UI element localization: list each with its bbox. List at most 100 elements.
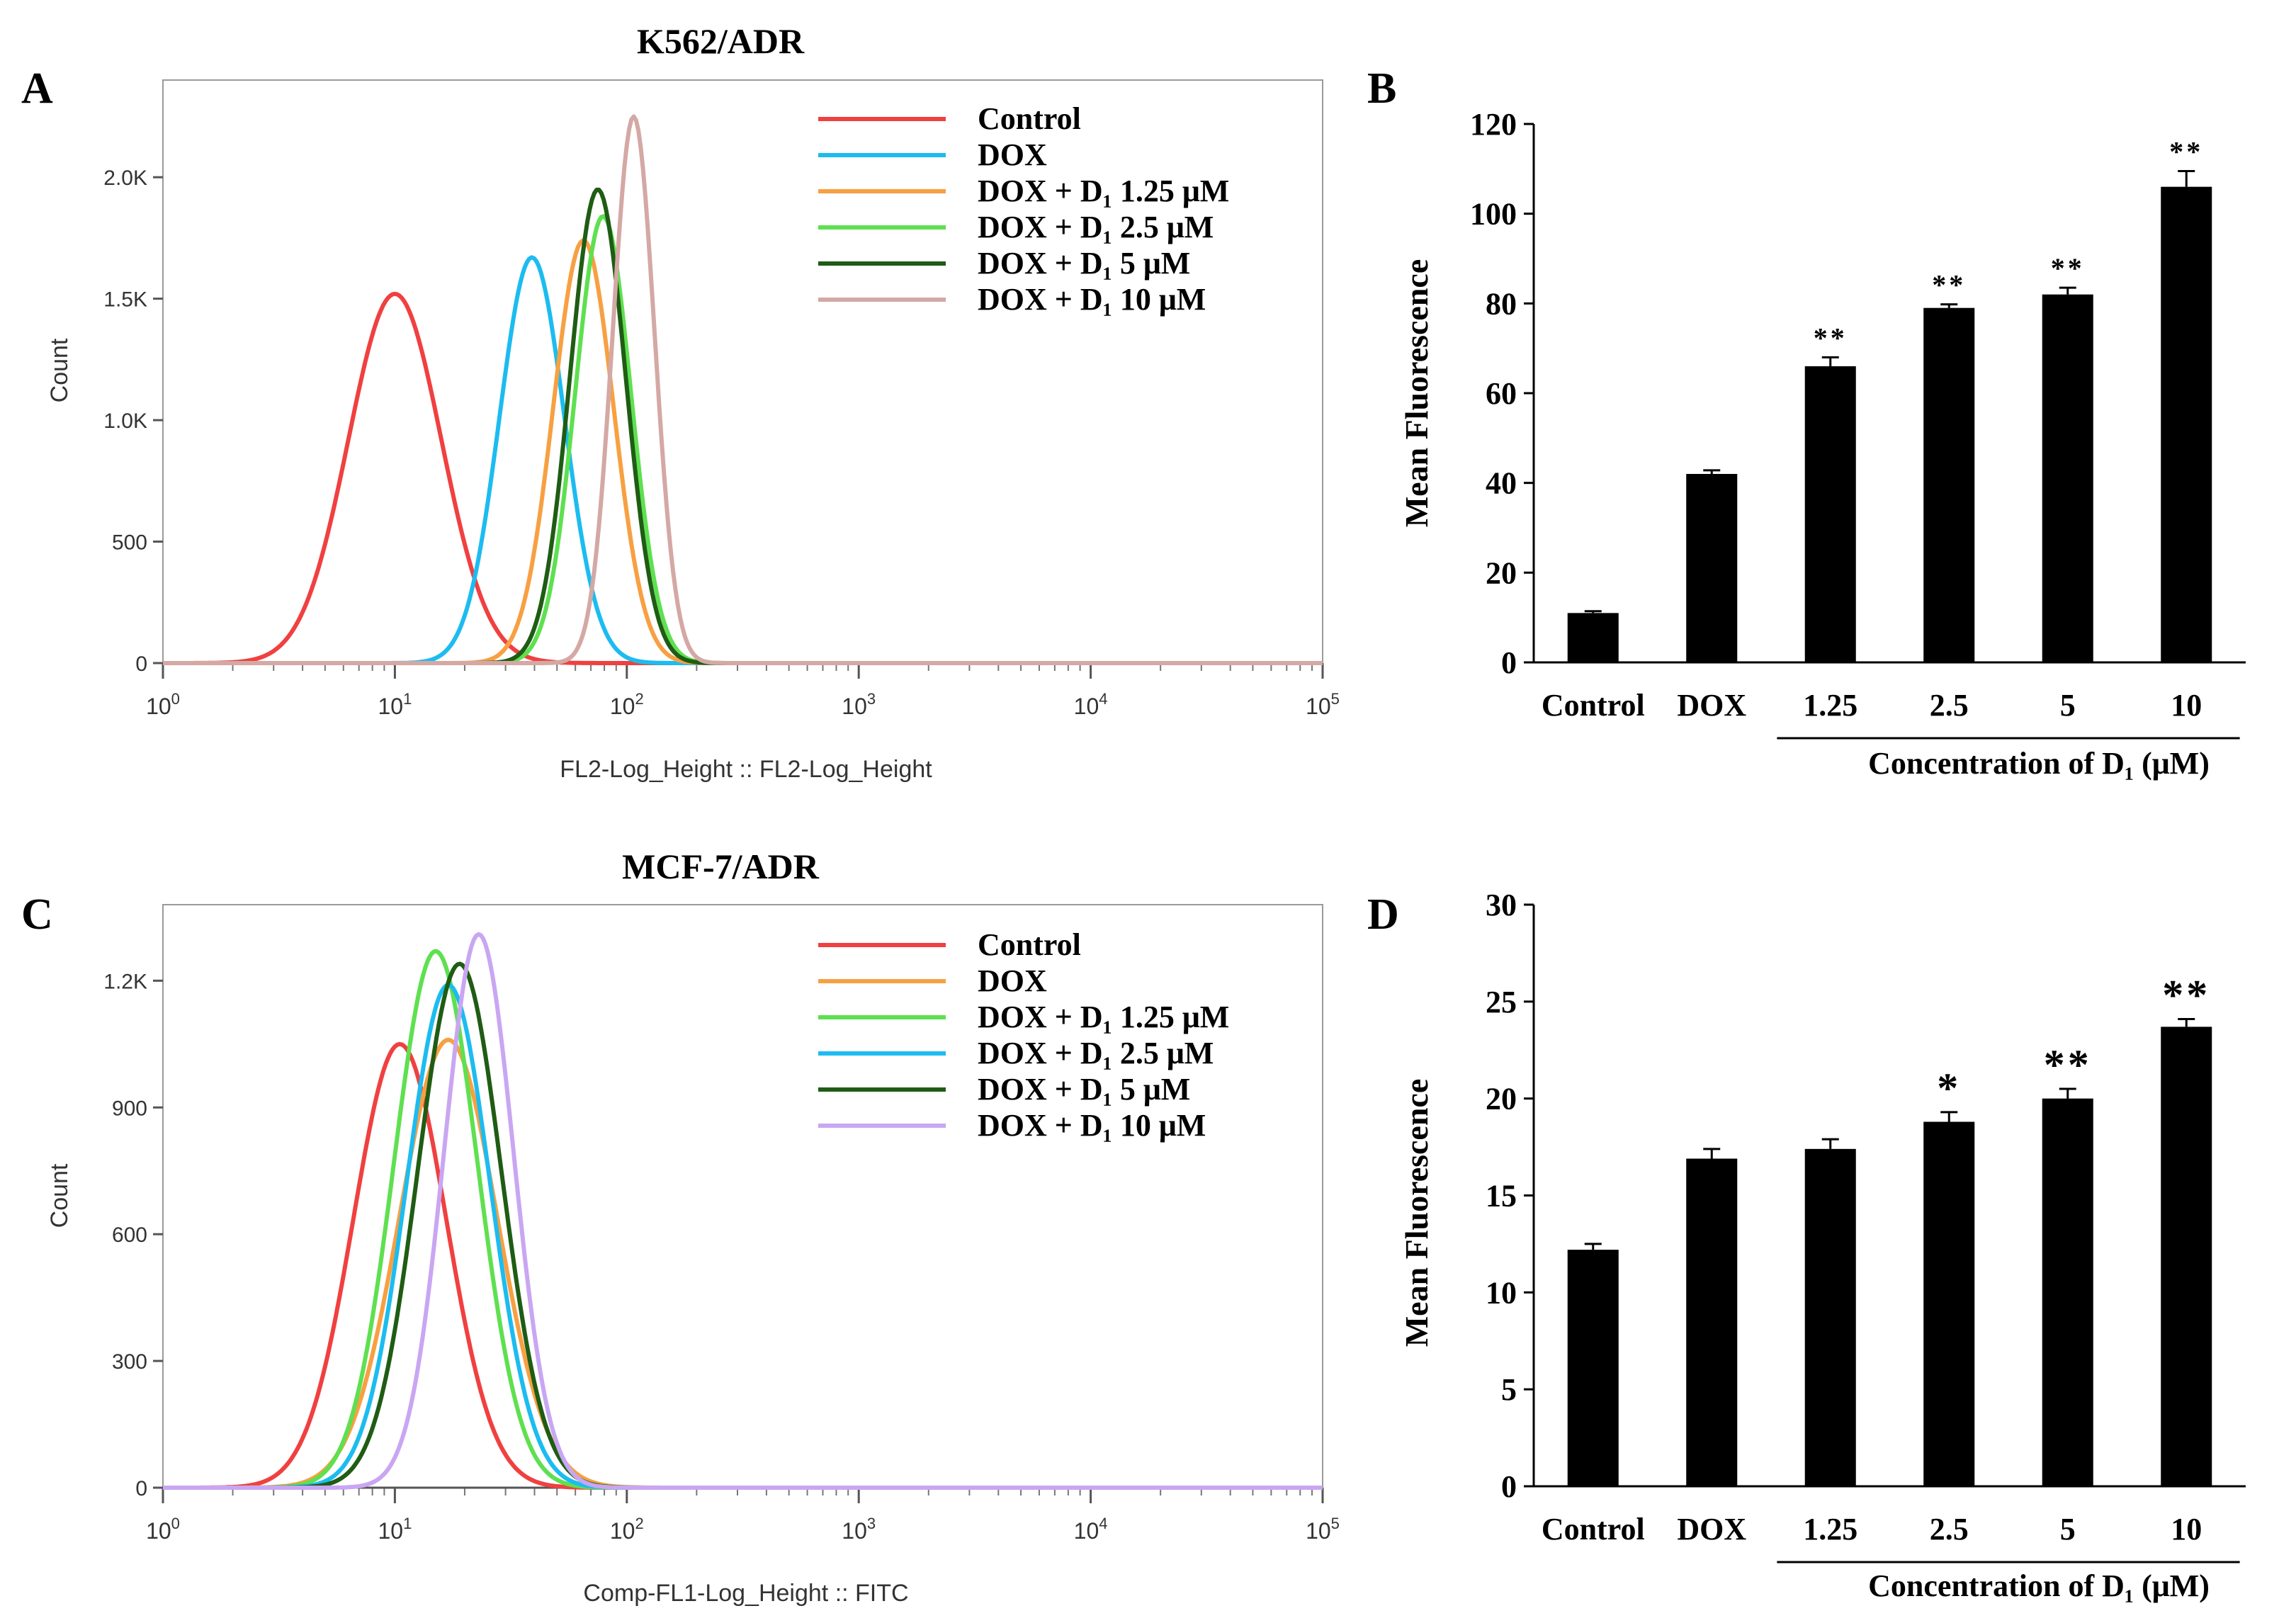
legend-label: Control	[978, 101, 1081, 136]
bars: * ****	[1567, 971, 2212, 1486]
significance-marker: **	[2162, 971, 2210, 1018]
x-tick-label: 105	[1306, 1515, 1340, 1544]
bars: ** ** ** **	[1567, 136, 2212, 663]
y-tick-label: 0	[1501, 645, 1517, 680]
x-tick-label: 104	[1074, 690, 1108, 719]
y-tick-label: 10	[1486, 1275, 1517, 1310]
legend-label: DOX + D₁ 1.25 μM	[978, 174, 1229, 208]
y-tick-label: 300	[112, 1350, 147, 1374]
significance-marker: *	[1937, 1065, 1961, 1112]
bar	[1686, 474, 1738, 662]
bar	[1804, 1148, 1856, 1486]
chart-title: MCF-7/ADR	[622, 847, 820, 886]
x-tick-label: 1.25	[1803, 1512, 1857, 1546]
y-tick-label: 15	[1486, 1179, 1517, 1214]
x-tick-label: 10	[2171, 1512, 2202, 1546]
x-axis: Control DOX 1.25 2.5 5 10	[1534, 1485, 2246, 1563]
y-tick-label: 20	[1486, 555, 1517, 590]
bar	[2161, 186, 2212, 663]
bar	[2042, 1098, 2093, 1486]
legend-label: DOX	[978, 137, 1047, 172]
y-tick-label: 0	[1501, 1469, 1517, 1504]
y-tick-label: 1.5K	[103, 288, 147, 312]
series-curves	[163, 932, 1323, 1490]
legend-label: DOX + D₁ 10 μM	[978, 1108, 1206, 1143]
significance-marker: **	[1932, 269, 1966, 301]
x-tick-label: 10	[2171, 688, 2202, 723]
x-axis-label: FL2-Log_Height :: FL2-Log_Height	[560, 756, 932, 783]
y-tick-label: 100	[1470, 197, 1517, 232]
legend-label: DOX + D₁ 1.25 μM	[978, 1000, 1229, 1034]
y-axis: 0 5 10 15 20 25 30	[1486, 888, 1535, 1504]
bar	[1804, 366, 1856, 662]
y-axis-label: Mean Fluorescence	[1398, 1079, 1435, 1347]
series-curve	[163, 291, 1323, 665]
panel-letter: B	[1367, 64, 1396, 113]
significance-marker: **	[1814, 322, 1848, 354]
x-tick-label: 105	[1306, 690, 1340, 719]
x-tick-label: DOX	[1677, 688, 1746, 723]
legend-label: Control	[978, 927, 1081, 962]
legend-label: DOX	[978, 963, 1047, 998]
x-tick-label: 100	[146, 1515, 180, 1544]
y-tick-label: 60	[1486, 376, 1517, 411]
y-tick-label: 1.0K	[103, 409, 147, 433]
bar	[1923, 1121, 1975, 1486]
y-tick-label: 120	[1470, 107, 1517, 142]
y-tick-label: 2.0K	[103, 166, 147, 190]
y-tick-label: 20	[1486, 1082, 1517, 1116]
y-tick-label: 600	[112, 1223, 147, 1247]
x-tick-label: 101	[378, 690, 412, 719]
y-tick-label: 25	[1486, 985, 1517, 1019]
significance-marker: **	[2044, 1041, 2092, 1088]
legend-label: DOX + D₁ 5 μM	[978, 1072, 1190, 1107]
legend-label: DOX + D₁ 2.5 μM	[978, 210, 1214, 244]
significance-marker: **	[2169, 136, 2203, 168]
panel-letter: A	[21, 64, 53, 113]
series-curve	[163, 1037, 1323, 1490]
y-tick-label: 30	[1486, 888, 1517, 922]
series-curve	[163, 114, 1323, 665]
bar	[1567, 1250, 1619, 1486]
x-tick-label: 5	[2060, 1512, 2076, 1546]
x-tick-label: 2.5	[1930, 688, 1969, 723]
y-tick-label: 900	[112, 1097, 147, 1120]
x-tick-label: 103	[842, 1515, 876, 1544]
plot-frame	[162, 904, 1323, 1488]
panel-a: A K562/ADR 0 500 1.0K 1.5K 2.0K 100 101 102 103…	[21, 21, 1340, 783]
x-tick-label: 1.25	[1803, 688, 1857, 723]
x-tick-label: 5	[2060, 688, 2076, 723]
x-tick-label: 102	[610, 1515, 644, 1544]
x-tick-label: 100	[146, 690, 180, 719]
bar	[1686, 1158, 1738, 1486]
series-curve	[163, 255, 1323, 665]
y-tick-label: 0	[135, 652, 147, 676]
x-tick-label: 102	[610, 690, 644, 719]
significance-marker: **	[2051, 252, 2085, 284]
x-axis: Control DOX 1.25 2.5 5 10	[1534, 661, 2246, 740]
y-tick-label: 5	[1501, 1372, 1517, 1407]
bar	[1923, 307, 1975, 662]
y-tick-label: 500	[112, 531, 147, 555]
legend-label: DOX + D₁ 5 μM	[978, 246, 1190, 281]
y-axis: 0 20 40 60 80 100 120	[1470, 107, 1535, 680]
y-tick-label: 40	[1486, 466, 1517, 501]
x-tick-label: 2.5	[1930, 1512, 1969, 1546]
bar	[2042, 294, 2093, 663]
y-tick-label: 80	[1486, 286, 1517, 321]
series-curves	[163, 114, 1323, 665]
x-tick-label: Control	[1542, 1512, 1645, 1546]
y-axis-label: Count	[46, 1163, 73, 1228]
series-curve	[163, 932, 1323, 1490]
y-axis-label: Mean Fluorescence	[1398, 259, 1435, 528]
y-axis-label: Count	[46, 338, 73, 402]
x-tick-label: 101	[378, 1515, 412, 1544]
panel-letter: C	[21, 890, 53, 939]
x-tick-label: Control	[1542, 688, 1645, 723]
